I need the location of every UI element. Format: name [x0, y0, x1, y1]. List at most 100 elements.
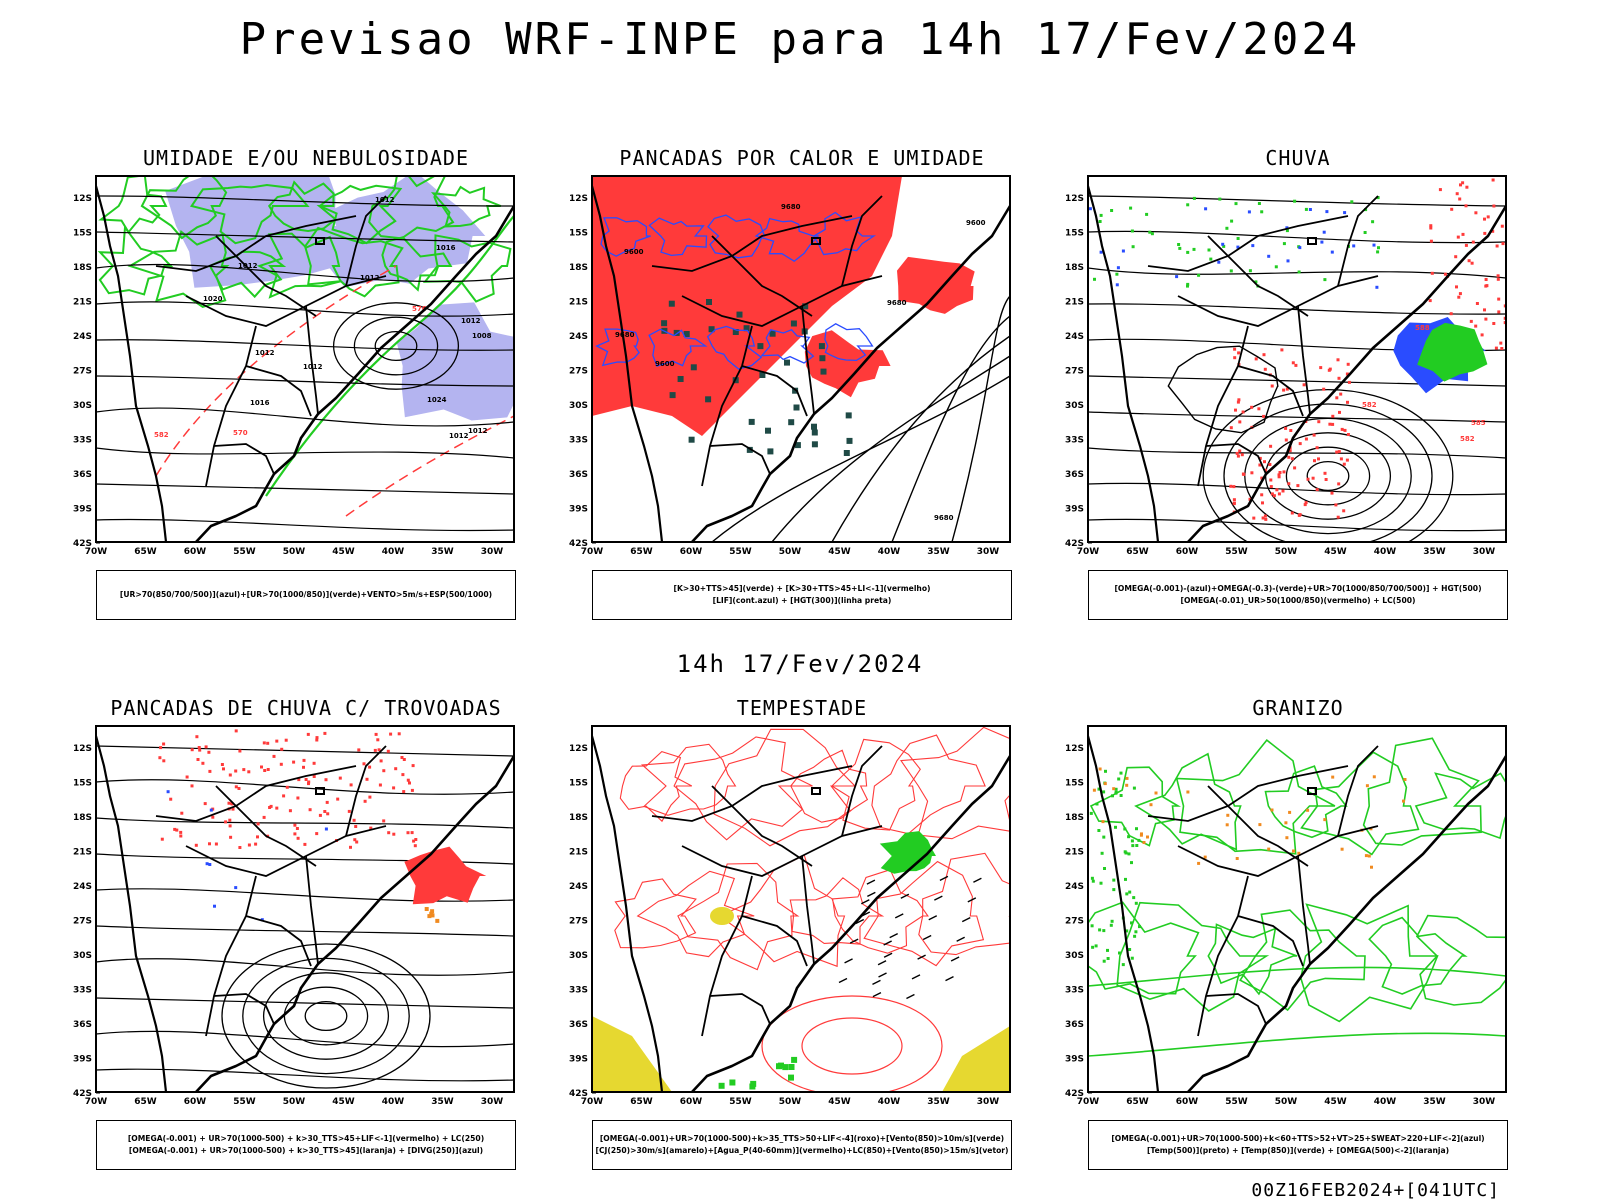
field-cell — [1289, 429, 1293, 432]
streamline — [96, 1068, 514, 1082]
field-cell — [669, 392, 676, 399]
lon-tick-label: 55W — [233, 1097, 256, 1107]
streamline — [96, 817, 514, 829]
field-cell — [1474, 211, 1478, 215]
field-cell — [1331, 775, 1335, 779]
field-cell — [315, 738, 319, 742]
field-cell — [179, 830, 183, 834]
field-cell — [1298, 513, 1302, 517]
map-frame — [591, 725, 1011, 1093]
map-frame — [1087, 725, 1507, 1093]
field-cell — [1291, 361, 1295, 365]
lat-tick-label: 12S — [1065, 744, 1084, 754]
coastline-west — [1088, 735, 1160, 1092]
streamline — [353, 316, 439, 376]
field-cell — [1501, 242, 1505, 246]
field-cell — [1099, 250, 1103, 254]
field-cell — [767, 448, 774, 455]
field-cell — [326, 812, 330, 816]
field-cell — [1257, 407, 1261, 411]
field-cell — [1106, 957, 1110, 960]
mid-date-label: 14h 17/Fev/2024 — [676, 650, 924, 678]
field-cell — [1121, 249, 1125, 253]
field-cell — [791, 1056, 798, 1063]
field-cell — [338, 776, 342, 780]
field-cell — [1269, 478, 1273, 482]
field-cell — [347, 809, 351, 813]
field-cell — [1288, 810, 1292, 814]
field-cell — [782, 1064, 789, 1071]
legend-line: [CJ(250)>30m/s](amarelo)+[Agua_P(40-60mm… — [595, 1146, 1009, 1155]
field-cell — [1449, 312, 1453, 316]
field-cell — [811, 441, 818, 448]
field-cell — [1346, 433, 1350, 436]
field-cell — [1320, 240, 1324, 244]
temp-850-contour — [1175, 738, 1336, 855]
field-cell — [1247, 210, 1251, 214]
contour-label: 582 — [1362, 401, 1377, 409]
map-frame — [1087, 175, 1507, 543]
field-cell — [406, 778, 410, 782]
streamline — [96, 231, 514, 243]
lat-tick-label: 21S — [73, 848, 92, 858]
legend-line: [OMEGA(-0.001) + UR>70(1000-500) + k>30_… — [127, 1134, 485, 1143]
field-cell — [1111, 794, 1114, 798]
country-border — [651, 765, 853, 822]
lon-tick-label: 45W — [828, 547, 851, 557]
wind-vector — [939, 875, 949, 882]
country-border — [205, 875, 257, 1037]
streamline — [96, 888, 514, 902]
field-cell — [1284, 438, 1288, 442]
field-cell — [1264, 517, 1268, 521]
field-cell — [413, 844, 417, 848]
lat-tick-label: 36S — [73, 470, 92, 480]
field-cell — [1317, 457, 1320, 461]
field-cell — [280, 747, 284, 751]
lon-tick-label: 45W — [1324, 1097, 1347, 1107]
contour-label: 570 — [233, 429, 248, 437]
field-cell — [683, 331, 690, 337]
streamline — [1088, 195, 1506, 207]
field-cell — [1491, 178, 1495, 182]
lat-tick-label: 33S — [1065, 436, 1084, 446]
field-cell — [1484, 317, 1488, 321]
lon-tick-label: 50W — [1275, 1097, 1298, 1107]
field-cell — [376, 738, 380, 742]
lat-tick-label: 42S — [1065, 1089, 1084, 1099]
field-cell — [1286, 259, 1290, 263]
field-cell — [708, 326, 715, 333]
field-cell — [307, 782, 310, 786]
contour-label: 1012 — [468, 427, 488, 435]
field-cell — [1125, 783, 1129, 787]
field-cell — [1218, 197, 1222, 201]
field-cell — [1129, 206, 1133, 210]
contour-label: 9680 — [781, 203, 801, 211]
field-cell — [1130, 839, 1134, 843]
field-cell — [1267, 847, 1271, 851]
field-cell — [788, 1064, 795, 1070]
field-cell — [435, 918, 440, 923]
lat-tick-label: 36S — [569, 1020, 588, 1030]
field-cell — [1304, 437, 1308, 441]
field-cell — [1500, 347, 1504, 350]
country-border — [213, 443, 275, 475]
field-cell — [228, 824, 232, 828]
lif-contour — [754, 217, 820, 262]
field-cell — [1335, 450, 1339, 454]
lon-tick-label: 40W — [878, 1097, 901, 1107]
field-cell — [1241, 472, 1245, 476]
field-cell — [1192, 247, 1196, 251]
field-cell — [1197, 273, 1201, 277]
field-cell — [293, 823, 297, 827]
field-cell — [1343, 211, 1347, 215]
lat-tick-label: 42S — [569, 1089, 588, 1099]
field-cell — [1497, 310, 1501, 314]
map-frame — [95, 725, 515, 1093]
field-cell — [794, 442, 801, 449]
streamline — [1088, 303, 1506, 315]
lat-tick-label: 39S — [569, 1055, 588, 1065]
field-cell — [1235, 857, 1239, 860]
lon-tick-label: 70W — [85, 1097, 108, 1107]
lif-contour — [707, 214, 766, 259]
wind-vector — [894, 913, 904, 919]
